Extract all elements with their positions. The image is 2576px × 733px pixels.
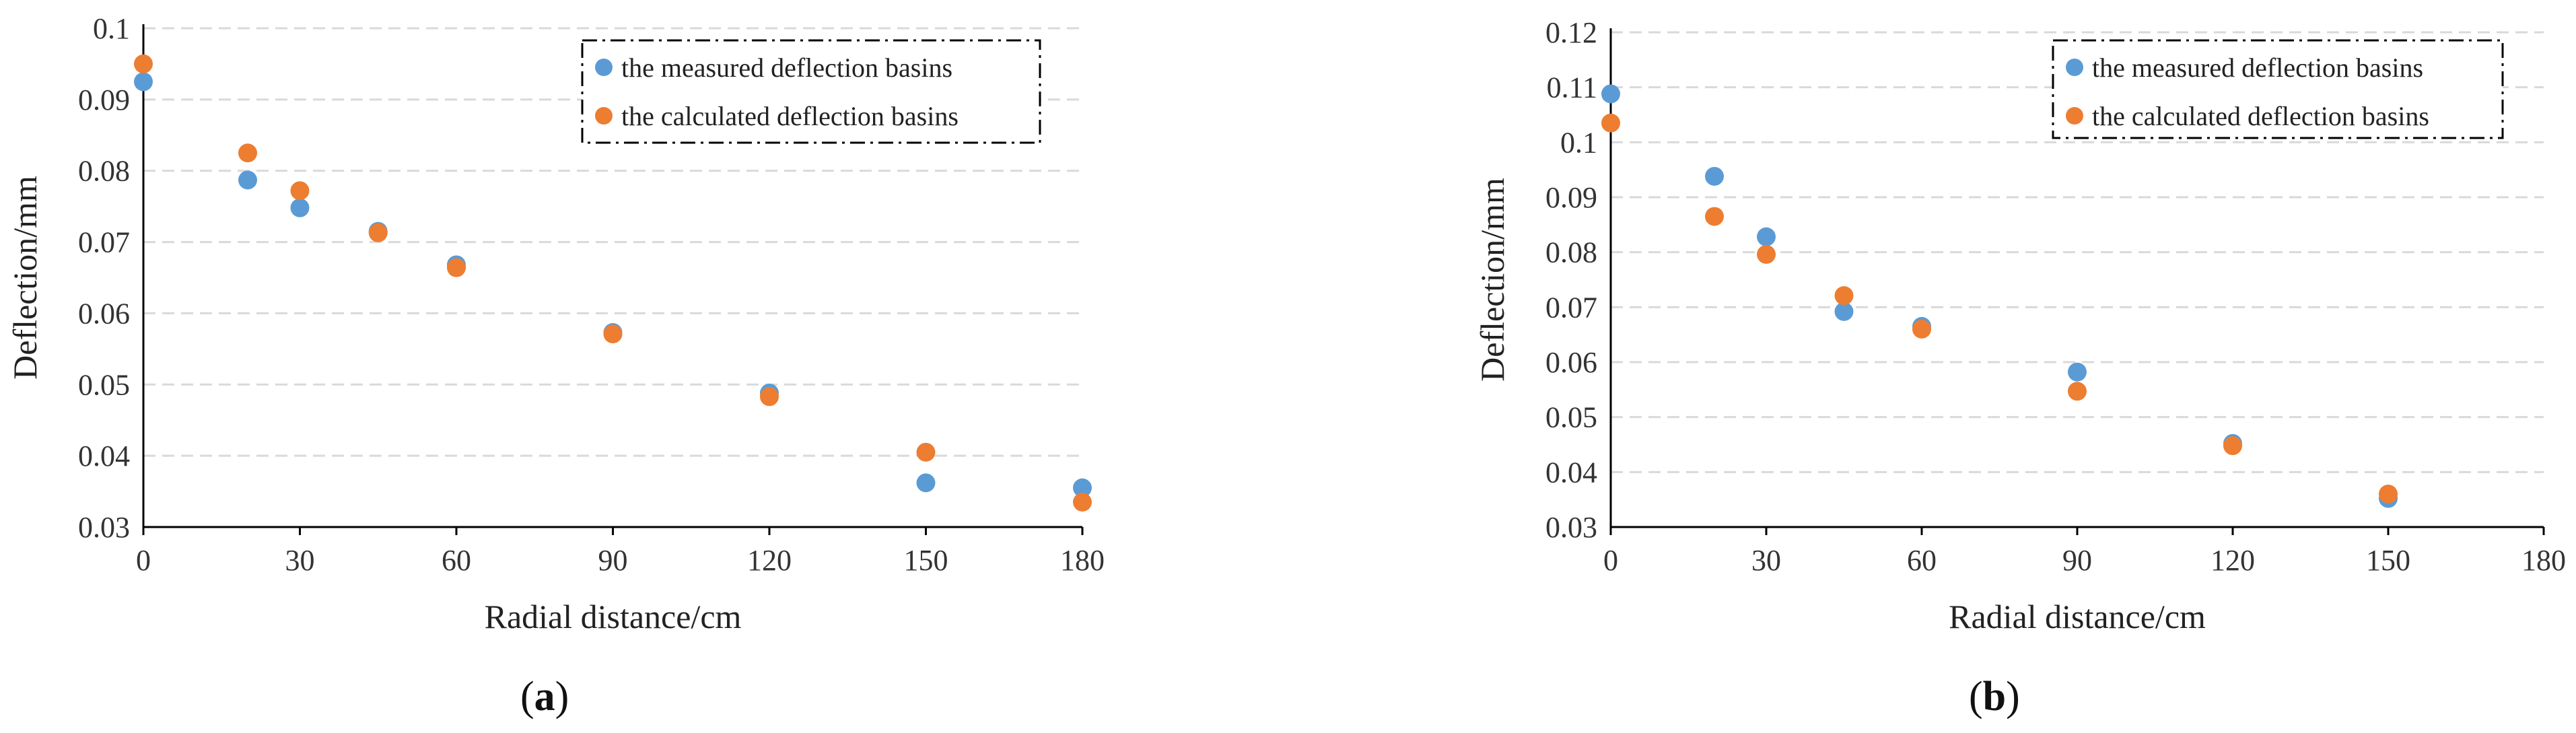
- calculated-point: [760, 387, 779, 407]
- x-tick-label: 120: [2211, 544, 2255, 577]
- calculated-point: [447, 258, 466, 277]
- caption-b-close: ): [2006, 674, 2020, 720]
- y-axis-title: Deflection/mm: [1473, 178, 1511, 382]
- y-axis-title: Deflection/mm: [6, 176, 44, 380]
- x-tick-label: 30: [1751, 544, 1781, 577]
- x-tick-label: 180: [2521, 544, 2566, 577]
- y-tick-label: 0.06: [78, 297, 130, 330]
- y-tick-label: 0.09: [78, 83, 130, 116]
- x-tick-label: 150: [904, 544, 948, 577]
- calculated-point: [134, 54, 153, 73]
- calculated-point: [238, 143, 257, 163]
- calculated-point: [2223, 436, 2242, 456]
- calculated-point: [2068, 382, 2087, 401]
- calculated-point: [1757, 244, 1776, 264]
- calculated-point: [916, 442, 936, 462]
- legend-box: [581, 39, 1041, 144]
- measured-point: [238, 170, 257, 190]
- legend-box: [2052, 39, 2504, 139]
- chart-b-svg: 0.03 0.04 0.05 0.06 0.07 0.08 0.09 0.1 0.11 0.12 0…: [1473, 16, 2566, 635]
- y-tick-label: 0.05: [78, 368, 130, 401]
- y-tick-label: 0.1: [1560, 126, 1597, 159]
- x-tick-label: 180: [1060, 544, 1105, 577]
- chart-panel-b: 0.03 0.04 0.05 0.06 0.07 0.08 0.09 0.1 0.11 0.12 0…: [1279, 0, 2576, 733]
- y-tick-label: 0.06: [1545, 346, 1597, 379]
- y-tick-label: 0.03: [78, 511, 130, 544]
- measured-point: [1834, 302, 1854, 321]
- caption-b-open: (: [1969, 674, 1983, 720]
- y-tick-label: 0.07: [1545, 291, 1597, 324]
- measured-point: [134, 72, 153, 92]
- measured-point: [1705, 166, 1724, 186]
- measured-point: [1073, 478, 1092, 497]
- legend-marker: [595, 59, 613, 76]
- x-tick-label: 90: [598, 544, 628, 577]
- y-tick-label: 0.11: [1547, 71, 1597, 104]
- legend-label: the calculated deflection basins: [621, 101, 959, 131]
- x-tick-label: 150: [2366, 544, 2410, 577]
- y-tick-label: 0.04: [1545, 456, 1597, 489]
- y-tick-label: 0.07: [78, 226, 130, 259]
- y-tick-label: 0.09: [1545, 181, 1597, 214]
- calculated-point: [1705, 207, 1724, 226]
- caption-a-close: ): [555, 674, 569, 720]
- y-tick-label: 0.1: [93, 12, 130, 45]
- measured-point: [1601, 84, 1620, 104]
- legend-marker: [2066, 59, 2083, 76]
- x-tick-label: 0: [1603, 544, 1618, 577]
- legend-label: the measured deflection basins: [621, 53, 952, 83]
- caption-a-letter: a: [534, 674, 555, 720]
- calculated-point: [290, 181, 310, 201]
- legend-marker: [2066, 107, 2083, 125]
- calculated-point: [2379, 485, 2398, 503]
- chart-panel-a: 0.03 0.04 0.05 0.06 0.07 0.08 0.09 0.1 0 30 60 90 12…: [0, 0, 1279, 733]
- x-tick-label: 120: [747, 544, 792, 577]
- legend-marker: [595, 107, 613, 125]
- measured-point: [290, 198, 310, 217]
- x-tick-label: 60: [1907, 544, 1937, 577]
- caption-b: (b): [1969, 673, 2020, 721]
- caption-a-open: (: [520, 674, 534, 720]
- calculated-point: [368, 223, 388, 242]
- x-tick-label: 30: [285, 544, 315, 577]
- x-tick-label: 60: [442, 544, 471, 577]
- x-tick-label: 90: [2062, 544, 2092, 577]
- y-tick-label: 0.03: [1545, 511, 1597, 544]
- caption-a: (a): [520, 673, 569, 721]
- calculated-point: [1912, 320, 1931, 339]
- measured-point: [2068, 362, 2087, 382]
- x-tick-label: 0: [136, 544, 151, 577]
- measured-point: [1757, 227, 1776, 246]
- calculated-point: [1601, 113, 1620, 133]
- legend-label: the measured deflection basins: [2092, 53, 2423, 83]
- calculated-point: [1073, 492, 1092, 512]
- y-tick-label: 0.08: [78, 155, 130, 188]
- y-tick-label: 0.12: [1545, 16, 1597, 49]
- x-axis-title: Radial distance/cm: [1949, 598, 2206, 635]
- x-axis-title: Radial distance/cm: [485, 598, 742, 635]
- calculated-point: [603, 324, 623, 344]
- caption-b-letter: b: [1982, 674, 2007, 720]
- measured-point: [916, 473, 936, 493]
- y-tick-label: 0.05: [1545, 401, 1597, 434]
- y-tick-label: 0.04: [78, 440, 130, 473]
- chart-a-svg: 0.03 0.04 0.05 0.06 0.07 0.08 0.09 0.1 0 30 60 90 12…: [6, 12, 1105, 635]
- calculated-point: [1834, 286, 1854, 306]
- y-tick-label: 0.08: [1545, 236, 1597, 269]
- legend-label: the calculated deflection basins: [2092, 101, 2429, 131]
